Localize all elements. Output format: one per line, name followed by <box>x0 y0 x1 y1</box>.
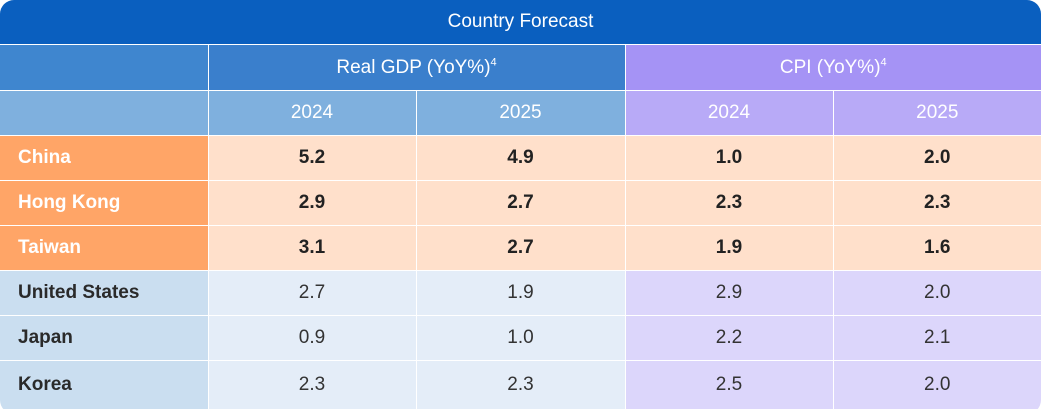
table-row: Taiwan 3.1 2.7 1.9 1.6 <box>0 225 1041 271</box>
cpi-2025-cell: 2.1 <box>832 315 1041 361</box>
gdp-2025-cell: 2.3 <box>415 360 626 409</box>
cpi-2024-cell: 2.2 <box>624 315 834 361</box>
gdp-2025-cell: 4.9 <box>415 135 626 181</box>
cpi-2024-cell: 2.9 <box>624 270 834 316</box>
table-row: China 5.2 4.9 1.0 2.0 <box>0 135 1041 181</box>
table-row: Japan 0.9 1.0 2.2 2.1 <box>0 315 1041 361</box>
cpi-2024-cell: 2.3 <box>624 180 834 226</box>
gdp-2025-cell: 2.7 <box>415 225 626 271</box>
gdp-2024-cell: 0.9 <box>207 315 417 361</box>
gdp-2025-cell: 1.0 <box>415 315 626 361</box>
row-label: Korea <box>0 360 209 409</box>
gdp-2025-cell: 1.9 <box>415 270 626 316</box>
year-header-cpi-2025: 2025 <box>832 90 1041 136</box>
cpi-2025-cell: 1.6 <box>832 225 1041 271</box>
cpi-group-header: CPI (YoY%)4 <box>624 44 1041 91</box>
row-label: Taiwan <box>0 225 209 271</box>
year-header-corner <box>0 90 209 136</box>
year-header-cpi-2024: 2024 <box>624 90 834 136</box>
gdp-group-label: Real GDP (YoY%) <box>336 56 491 78</box>
table-row: United States 2.7 1.9 2.9 2.0 <box>0 270 1041 316</box>
cpi-2025-cell: 2.0 <box>832 135 1041 181</box>
cpi-2025-cell: 2.0 <box>832 270 1041 316</box>
gdp-2025-cell: 2.7 <box>415 180 626 226</box>
gdp-2024-cell: 2.3 <box>207 360 417 409</box>
table-row: Hong Kong 2.9 2.7 2.3 2.3 <box>0 180 1041 226</box>
cpi-2025-cell: 2.3 <box>832 180 1041 226</box>
gdp-2024-cell: 2.9 <box>207 180 417 226</box>
table-row: Korea 2.3 2.3 2.5 2.0 <box>0 360 1041 409</box>
cpi-2024-cell: 1.9 <box>624 225 834 271</box>
row-label: Japan <box>0 315 209 361</box>
row-label: China <box>0 135 209 181</box>
cpi-2024-cell: 1.0 <box>624 135 834 181</box>
cpi-group-label: CPI (YoY%) <box>779 56 881 78</box>
gdp-2024-cell: 3.1 <box>207 225 417 271</box>
gdp-2024-cell: 5.2 <box>207 135 417 181</box>
row-label: United States <box>0 270 209 316</box>
table-title: Country Forecast <box>0 0 1041 45</box>
gdp-footnote-marker: 4 <box>490 56 497 69</box>
year-header-gdp-2024: 2024 <box>207 90 417 136</box>
header-corner <box>0 44 209 91</box>
cpi-2025-cell: 2.0 <box>832 360 1041 409</box>
gdp-2024-cell: 2.7 <box>207 270 417 316</box>
cpi-footnote-marker: 4 <box>880 56 887 69</box>
gdp-group-header: Real GDP (YoY%)4 <box>207 44 626 91</box>
row-label: Hong Kong <box>0 180 209 226</box>
cpi-2024-cell: 2.5 <box>624 360 834 409</box>
year-header-gdp-2025: 2025 <box>415 90 626 136</box>
